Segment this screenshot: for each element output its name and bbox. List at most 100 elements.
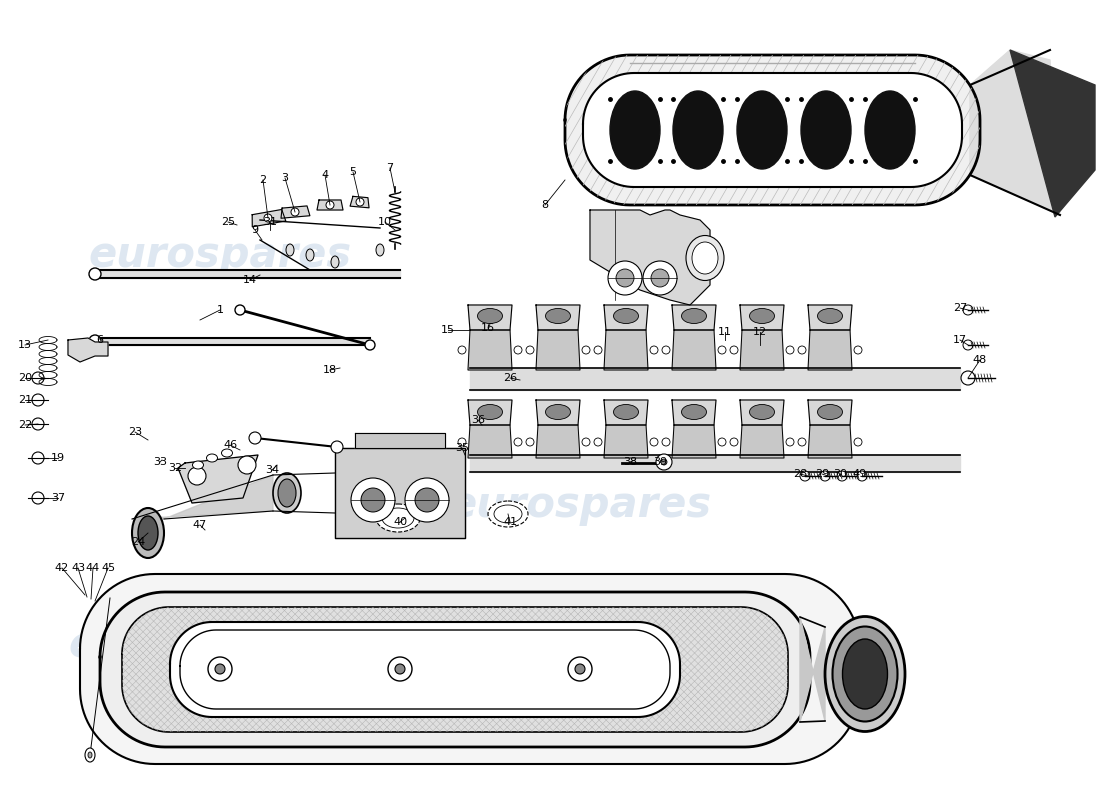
Text: 34: 34 bbox=[265, 465, 279, 475]
Polygon shape bbox=[800, 617, 825, 722]
Polygon shape bbox=[68, 338, 108, 362]
Circle shape bbox=[395, 664, 405, 674]
Circle shape bbox=[415, 488, 439, 512]
Ellipse shape bbox=[85, 748, 95, 762]
Circle shape bbox=[365, 340, 375, 350]
Ellipse shape bbox=[546, 309, 571, 323]
Circle shape bbox=[292, 208, 299, 216]
Text: 49: 49 bbox=[852, 469, 867, 479]
Ellipse shape bbox=[477, 309, 503, 323]
Polygon shape bbox=[468, 400, 512, 425]
Ellipse shape bbox=[673, 91, 723, 169]
Text: 48: 48 bbox=[972, 355, 987, 365]
Text: 1: 1 bbox=[217, 305, 223, 315]
Circle shape bbox=[718, 346, 726, 354]
Circle shape bbox=[235, 305, 245, 315]
Text: 43: 43 bbox=[70, 563, 85, 573]
Polygon shape bbox=[132, 475, 273, 519]
Polygon shape bbox=[604, 305, 648, 330]
Polygon shape bbox=[740, 305, 784, 330]
Circle shape bbox=[837, 471, 847, 481]
Circle shape bbox=[582, 438, 590, 446]
Ellipse shape bbox=[686, 235, 724, 281]
Polygon shape bbox=[468, 305, 512, 330]
Ellipse shape bbox=[817, 309, 843, 323]
Polygon shape bbox=[1010, 50, 1094, 217]
Ellipse shape bbox=[614, 405, 638, 419]
Text: 39: 39 bbox=[653, 457, 667, 467]
Text: 37: 37 bbox=[51, 493, 65, 503]
Text: 10: 10 bbox=[378, 217, 392, 227]
Text: 9: 9 bbox=[252, 225, 258, 235]
Text: 18: 18 bbox=[323, 365, 337, 375]
Polygon shape bbox=[470, 455, 960, 472]
Text: 38: 38 bbox=[623, 457, 637, 467]
Polygon shape bbox=[100, 592, 810, 747]
Circle shape bbox=[514, 438, 522, 446]
Polygon shape bbox=[565, 55, 980, 205]
Text: 44: 44 bbox=[86, 563, 100, 573]
Ellipse shape bbox=[610, 91, 660, 169]
Circle shape bbox=[962, 340, 974, 350]
Circle shape bbox=[854, 438, 862, 446]
Circle shape bbox=[594, 438, 602, 446]
Polygon shape bbox=[280, 206, 310, 218]
Circle shape bbox=[249, 432, 261, 444]
Circle shape bbox=[351, 478, 395, 522]
Circle shape bbox=[854, 346, 862, 354]
Text: 24: 24 bbox=[131, 537, 145, 547]
Circle shape bbox=[208, 657, 232, 681]
Ellipse shape bbox=[749, 405, 774, 419]
Polygon shape bbox=[468, 330, 512, 370]
Text: 35: 35 bbox=[455, 443, 469, 453]
Circle shape bbox=[662, 346, 670, 354]
Ellipse shape bbox=[306, 249, 313, 261]
Circle shape bbox=[514, 346, 522, 354]
Polygon shape bbox=[740, 330, 784, 370]
Text: 46: 46 bbox=[223, 440, 238, 450]
Circle shape bbox=[661, 459, 667, 465]
Circle shape bbox=[214, 664, 225, 674]
Text: 3: 3 bbox=[282, 173, 288, 183]
Text: 5: 5 bbox=[350, 167, 356, 177]
Circle shape bbox=[730, 438, 738, 446]
Circle shape bbox=[718, 438, 726, 446]
Ellipse shape bbox=[376, 504, 420, 532]
Polygon shape bbox=[170, 622, 680, 717]
Text: 25: 25 bbox=[221, 217, 235, 227]
Circle shape bbox=[526, 438, 534, 446]
Circle shape bbox=[356, 198, 364, 206]
Ellipse shape bbox=[192, 461, 204, 469]
Ellipse shape bbox=[865, 91, 915, 169]
Polygon shape bbox=[808, 400, 852, 425]
Text: 47: 47 bbox=[192, 520, 207, 530]
Polygon shape bbox=[252, 210, 286, 227]
Circle shape bbox=[326, 201, 334, 209]
Ellipse shape bbox=[801, 91, 851, 169]
Ellipse shape bbox=[477, 405, 503, 419]
Circle shape bbox=[458, 438, 466, 446]
Text: 45: 45 bbox=[101, 563, 116, 573]
Text: 2: 2 bbox=[260, 175, 266, 185]
Text: 19: 19 bbox=[51, 453, 65, 463]
Text: 22: 22 bbox=[18, 420, 32, 430]
Circle shape bbox=[32, 452, 44, 464]
Ellipse shape bbox=[88, 752, 92, 758]
Text: 4: 4 bbox=[321, 170, 329, 180]
Circle shape bbox=[238, 456, 256, 474]
Text: 42: 42 bbox=[55, 563, 69, 573]
Circle shape bbox=[458, 346, 466, 354]
Circle shape bbox=[820, 471, 830, 481]
Text: 27: 27 bbox=[953, 303, 967, 313]
Circle shape bbox=[616, 269, 634, 287]
Circle shape bbox=[962, 305, 974, 315]
Circle shape bbox=[644, 261, 676, 295]
Polygon shape bbox=[95, 338, 370, 345]
Text: 30: 30 bbox=[833, 469, 847, 479]
Polygon shape bbox=[336, 448, 465, 538]
Polygon shape bbox=[536, 305, 580, 330]
Polygon shape bbox=[536, 425, 580, 458]
Circle shape bbox=[594, 346, 602, 354]
Ellipse shape bbox=[286, 244, 294, 256]
Polygon shape bbox=[468, 425, 512, 458]
